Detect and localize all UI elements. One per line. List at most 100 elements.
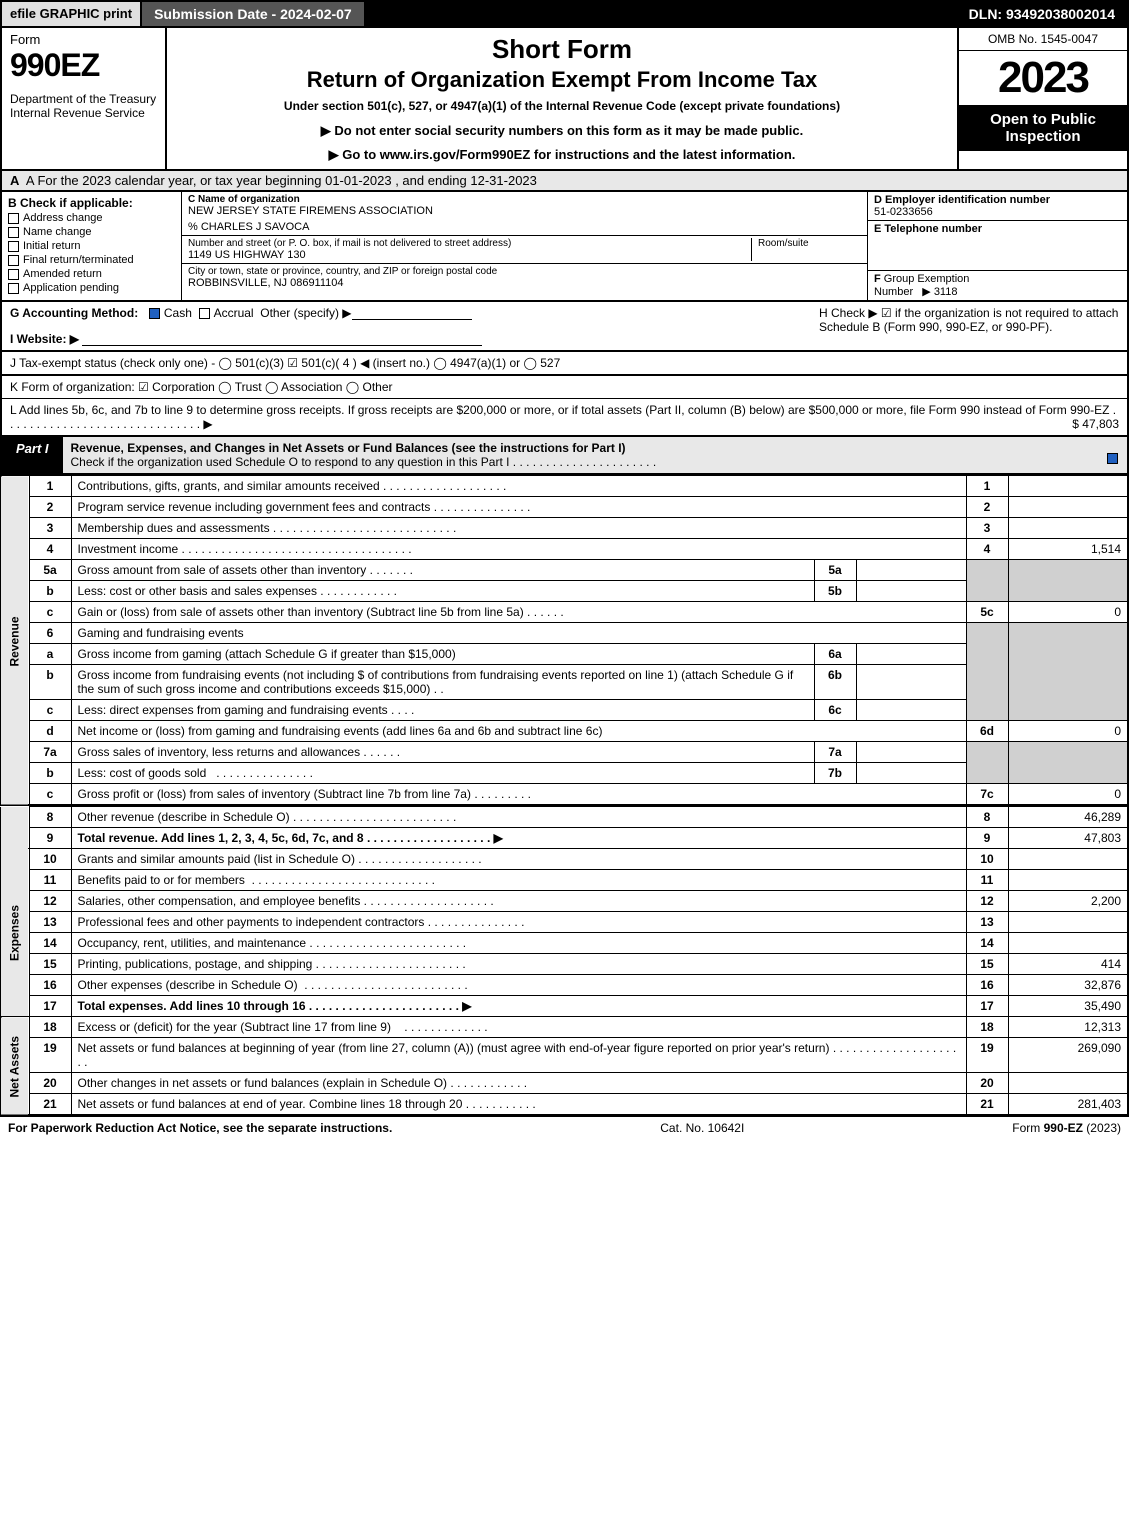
lbl-application-pending: Application pending xyxy=(23,282,119,294)
line-5b-subval xyxy=(856,581,966,602)
line-9-num: 9 xyxy=(29,828,71,849)
header-right-block: OMB No. 1545-0047 2023 Open to Public In… xyxy=(957,28,1127,169)
line-10-val xyxy=(1008,849,1128,870)
line-6d-desc: Net income or (loss) from gaming and fun… xyxy=(78,724,603,738)
section-j: J Tax-exempt status (check only one) - ◯… xyxy=(0,352,1129,376)
open-to-public: Open to Public Inspection xyxy=(959,105,1127,151)
chk-cash[interactable] xyxy=(149,308,160,319)
form-header: Form 990EZ Department of the Treasury In… xyxy=(0,28,1129,171)
city-label: City or town, state or province, country… xyxy=(188,266,861,277)
line-5c-val: 0 xyxy=(1008,602,1128,623)
line-18-rnum: 18 xyxy=(966,1017,1008,1038)
lbl-name-change: Name change xyxy=(23,226,92,238)
lbl-cash: Cash xyxy=(164,306,192,320)
line-5a-desc: Gross amount from sale of assets other t… xyxy=(78,563,367,577)
line-6d-val: 0 xyxy=(1008,721,1128,742)
part1-table-2: 8 Other revenue (describe in Schedule O)… xyxy=(0,806,1129,1116)
line-5b-sub: 5b xyxy=(814,581,856,602)
line-9-val: 47,803 xyxy=(1008,828,1128,849)
line-21-rnum: 21 xyxy=(966,1094,1008,1116)
ein-value: 51-0233656 xyxy=(874,206,933,218)
line-6a-subval xyxy=(856,644,966,665)
section-i-label: I Website: ▶ xyxy=(10,332,79,346)
line-16-desc: Other expenses (describe in Schedule O) xyxy=(78,978,298,992)
line-10-desc: Grants and similar amounts paid (list in… xyxy=(78,852,355,866)
revenue-side-label-2 xyxy=(1,807,29,849)
irs-link[interactable]: www.irs.gov/Form990EZ xyxy=(380,147,531,162)
line-12-desc: Salaries, other compensation, and employ… xyxy=(78,894,361,908)
line-2-val xyxy=(1008,497,1128,518)
form-note-2: ▶ Go to www.irs.gov/Form990EZ for instru… xyxy=(179,147,945,163)
dln-number: DLN: 93492038002014 xyxy=(957,2,1127,26)
line-9-rnum: 9 xyxy=(966,828,1008,849)
line-4-rnum: 4 xyxy=(966,539,1008,560)
part1-title-text: Revenue, Expenses, and Changes in Net As… xyxy=(71,441,626,455)
line-6-shade xyxy=(966,623,1008,721)
line-20-desc: Other changes in net assets or fund bala… xyxy=(78,1076,448,1090)
line-7ab-shade-val xyxy=(1008,742,1128,784)
line-21-val: 281,403 xyxy=(1008,1094,1128,1116)
omb-number: OMB No. 1545-0047 xyxy=(959,28,1127,51)
line-11-val xyxy=(1008,870,1128,891)
line-6a-desc: Gross income from gaming (attach Schedul… xyxy=(78,647,456,661)
line-18-val: 12,313 xyxy=(1008,1017,1128,1038)
line-18-desc: Excess or (deficit) for the year (Subtra… xyxy=(78,1020,391,1034)
form-title-1: Short Form xyxy=(179,34,945,65)
section-b-label: B Check if applicable: xyxy=(8,196,175,210)
chk-schedule-o[interactable] xyxy=(1107,453,1118,464)
line-8-desc: Other revenue (describe in Schedule O) xyxy=(78,810,290,824)
part1-title: Revenue, Expenses, and Changes in Net As… xyxy=(63,437,1097,473)
footer-left: For Paperwork Reduction Act Notice, see … xyxy=(8,1121,392,1135)
section-j-text: J Tax-exempt status (check only one) - ◯… xyxy=(10,356,560,370)
chk-accrual[interactable] xyxy=(199,308,210,319)
line-7b-sub: 7b xyxy=(814,763,856,784)
line-6c-sub: 6c xyxy=(814,700,856,721)
line-10-rnum: 10 xyxy=(966,849,1008,870)
line-3-num: 3 xyxy=(29,518,71,539)
line-3-val xyxy=(1008,518,1128,539)
line-5a-sub: 5a xyxy=(814,560,856,581)
line-14-val xyxy=(1008,933,1128,954)
chk-address-change[interactable] xyxy=(8,213,19,224)
chk-name-change[interactable] xyxy=(8,227,19,238)
line-13-rnum: 13 xyxy=(966,912,1008,933)
line-2-desc: Program service revenue including govern… xyxy=(78,500,431,514)
line-7c-val: 0 xyxy=(1008,784,1128,806)
line-14-desc: Occupancy, rent, utilities, and maintena… xyxy=(78,936,307,950)
lbl-initial-return: Initial return xyxy=(23,240,80,252)
line-6c-desc: Less: direct expenses from gaming and fu… xyxy=(78,703,388,717)
chk-amended-return[interactable] xyxy=(8,269,19,280)
other-specify-input[interactable] xyxy=(352,306,472,320)
line-7a-subval xyxy=(856,742,966,763)
chk-final-return[interactable] xyxy=(8,255,19,266)
footer-right: Form 990-EZ (2023) xyxy=(1012,1121,1121,1135)
tax-year: 2023 xyxy=(959,51,1127,105)
line-16-rnum: 16 xyxy=(966,975,1008,996)
line-15-val: 414 xyxy=(1008,954,1128,975)
chk-initial-return[interactable] xyxy=(8,241,19,252)
line-6a-sub: 6a xyxy=(814,644,856,665)
part1-tag: Part I xyxy=(2,437,63,473)
row-a-text: A For the 2023 calendar year, or tax yea… xyxy=(26,173,537,188)
chk-application-pending[interactable] xyxy=(8,283,19,294)
line-5c-num: c xyxy=(29,602,71,623)
part1-header: Part I Revenue, Expenses, and Changes in… xyxy=(0,437,1129,475)
line-8-num: 8 xyxy=(29,807,71,828)
form-subtitle: Under section 501(c), 527, or 4947(a)(1)… xyxy=(179,99,945,113)
line-17-num: 17 xyxy=(29,996,71,1017)
line-3-rnum: 3 xyxy=(966,518,1008,539)
section-k: K Form of organization: ☑ Corporation ◯ … xyxy=(0,376,1129,399)
line-5ab-shade xyxy=(966,560,1008,602)
form-number: 990EZ xyxy=(10,47,157,84)
form-id-block: Form 990EZ Department of the Treasury In… xyxy=(2,28,167,169)
revenue-side-label: Revenue xyxy=(1,476,29,806)
section-f-label: F xyxy=(874,273,881,285)
section-g: G Accounting Method: Cash Accrual Other … xyxy=(10,306,819,346)
line-6c-subval xyxy=(856,700,966,721)
website-input[interactable] xyxy=(82,332,482,346)
line-13-val xyxy=(1008,912,1128,933)
care-of: % CHARLES J SAVOCA xyxy=(188,221,861,233)
form-word: Form xyxy=(10,32,157,47)
line-21-desc: Net assets or fund balances at end of ye… xyxy=(78,1097,463,1111)
efile-print-label[interactable]: efile GRAPHIC print xyxy=(2,2,140,26)
